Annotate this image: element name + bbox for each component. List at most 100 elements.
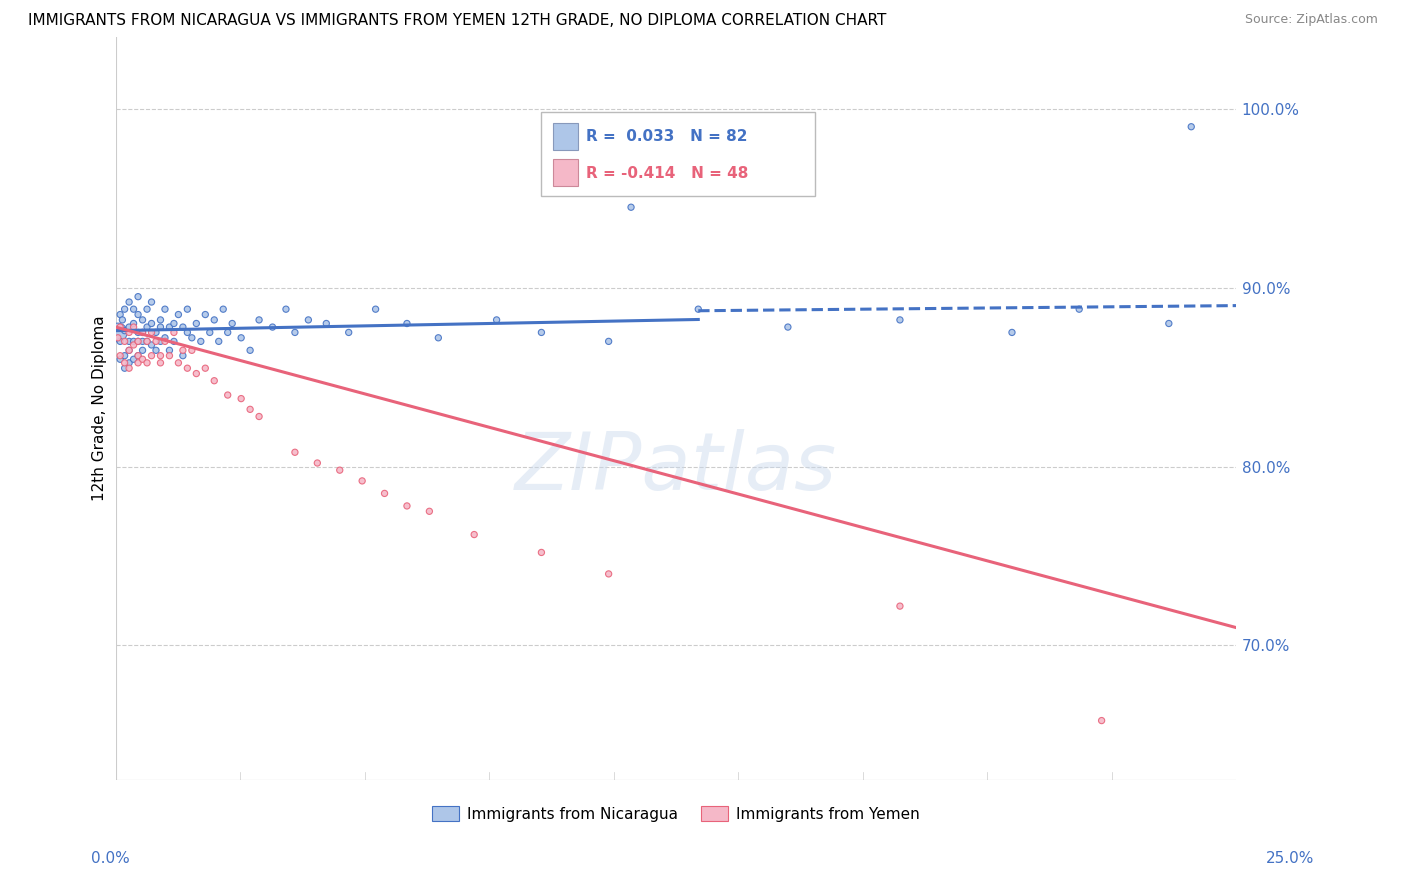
Point — [274, 302, 297, 317]
Point — [153, 334, 176, 349]
Point — [239, 343, 262, 358]
Point — [352, 474, 374, 488]
Point — [395, 317, 418, 331]
Point — [247, 409, 270, 424]
Point — [136, 302, 159, 317]
Point — [136, 356, 159, 370]
Point — [598, 334, 620, 349]
Point — [127, 349, 149, 363]
Point — [315, 317, 337, 331]
Point — [108, 334, 131, 349]
Point — [122, 338, 145, 352]
Point — [108, 352, 131, 367]
Point — [159, 349, 181, 363]
Point — [176, 361, 198, 376]
Point — [217, 326, 239, 340]
Point — [163, 326, 186, 340]
Y-axis label: 12th Grade, No Diploma: 12th Grade, No Diploma — [93, 316, 107, 501]
Legend: Immigrants from Nicaragua, Immigrants from Yemen: Immigrants from Nicaragua, Immigrants fr… — [426, 799, 927, 828]
Point — [114, 356, 136, 370]
Point — [364, 302, 387, 317]
Point — [598, 566, 620, 581]
Point — [530, 326, 553, 340]
Point — [141, 338, 163, 352]
Point — [217, 388, 239, 402]
Point — [239, 402, 262, 417]
Point — [118, 320, 141, 334]
Point — [297, 313, 319, 327]
Point — [337, 326, 360, 340]
Point — [530, 545, 553, 559]
Point — [153, 331, 176, 345]
Point — [127, 290, 149, 304]
Point — [620, 200, 643, 214]
Point — [194, 308, 217, 322]
Point — [131, 352, 153, 367]
Point — [262, 320, 284, 334]
Text: R =  0.033   N = 82: R = 0.033 N = 82 — [586, 129, 748, 145]
Point — [186, 317, 208, 331]
Point — [163, 334, 186, 349]
Point — [190, 334, 212, 349]
Point — [159, 343, 181, 358]
Point — [131, 326, 153, 340]
Point — [889, 599, 911, 613]
Text: 0.0%: 0.0% — [91, 851, 131, 865]
Point — [131, 343, 153, 358]
Point — [172, 343, 194, 358]
Point — [231, 331, 253, 345]
Point — [114, 361, 136, 376]
Point — [127, 349, 149, 363]
Point — [172, 320, 194, 334]
Point — [418, 504, 440, 518]
Point — [1180, 120, 1202, 134]
Point — [329, 463, 352, 477]
Point — [141, 295, 163, 310]
Point — [231, 392, 253, 406]
Point — [108, 320, 131, 334]
Point — [127, 334, 149, 349]
Point — [1001, 326, 1024, 340]
Point — [114, 349, 136, 363]
Point — [136, 334, 159, 349]
Point — [159, 320, 181, 334]
Point — [889, 313, 911, 327]
Point — [202, 313, 225, 327]
Point — [172, 349, 194, 363]
Point — [395, 499, 418, 513]
Point — [131, 313, 153, 327]
Point — [127, 308, 149, 322]
Point — [107, 331, 129, 345]
Point — [127, 326, 149, 340]
Point — [776, 320, 799, 334]
Point — [194, 361, 217, 376]
Point — [118, 343, 141, 358]
Text: R = -0.414   N = 48: R = -0.414 N = 48 — [586, 166, 748, 181]
Point — [114, 334, 136, 349]
Point — [284, 445, 307, 459]
Point — [122, 352, 145, 367]
Point — [108, 308, 131, 322]
Point — [186, 367, 208, 381]
Point — [427, 331, 450, 345]
Point — [149, 313, 172, 327]
Point — [118, 356, 141, 370]
Point — [202, 374, 225, 388]
Point — [118, 295, 141, 310]
Point — [198, 326, 221, 340]
Point — [122, 320, 145, 334]
Point — [163, 317, 186, 331]
Point — [111, 313, 134, 327]
Point — [136, 320, 159, 334]
Point — [118, 361, 141, 376]
Point — [180, 331, 202, 345]
Point — [688, 302, 710, 317]
Point — [176, 302, 198, 317]
Point — [145, 343, 167, 358]
Point — [307, 456, 329, 470]
Point — [212, 302, 235, 317]
Point — [149, 349, 172, 363]
Point — [247, 313, 270, 327]
Point — [122, 334, 145, 349]
Point — [136, 334, 159, 349]
